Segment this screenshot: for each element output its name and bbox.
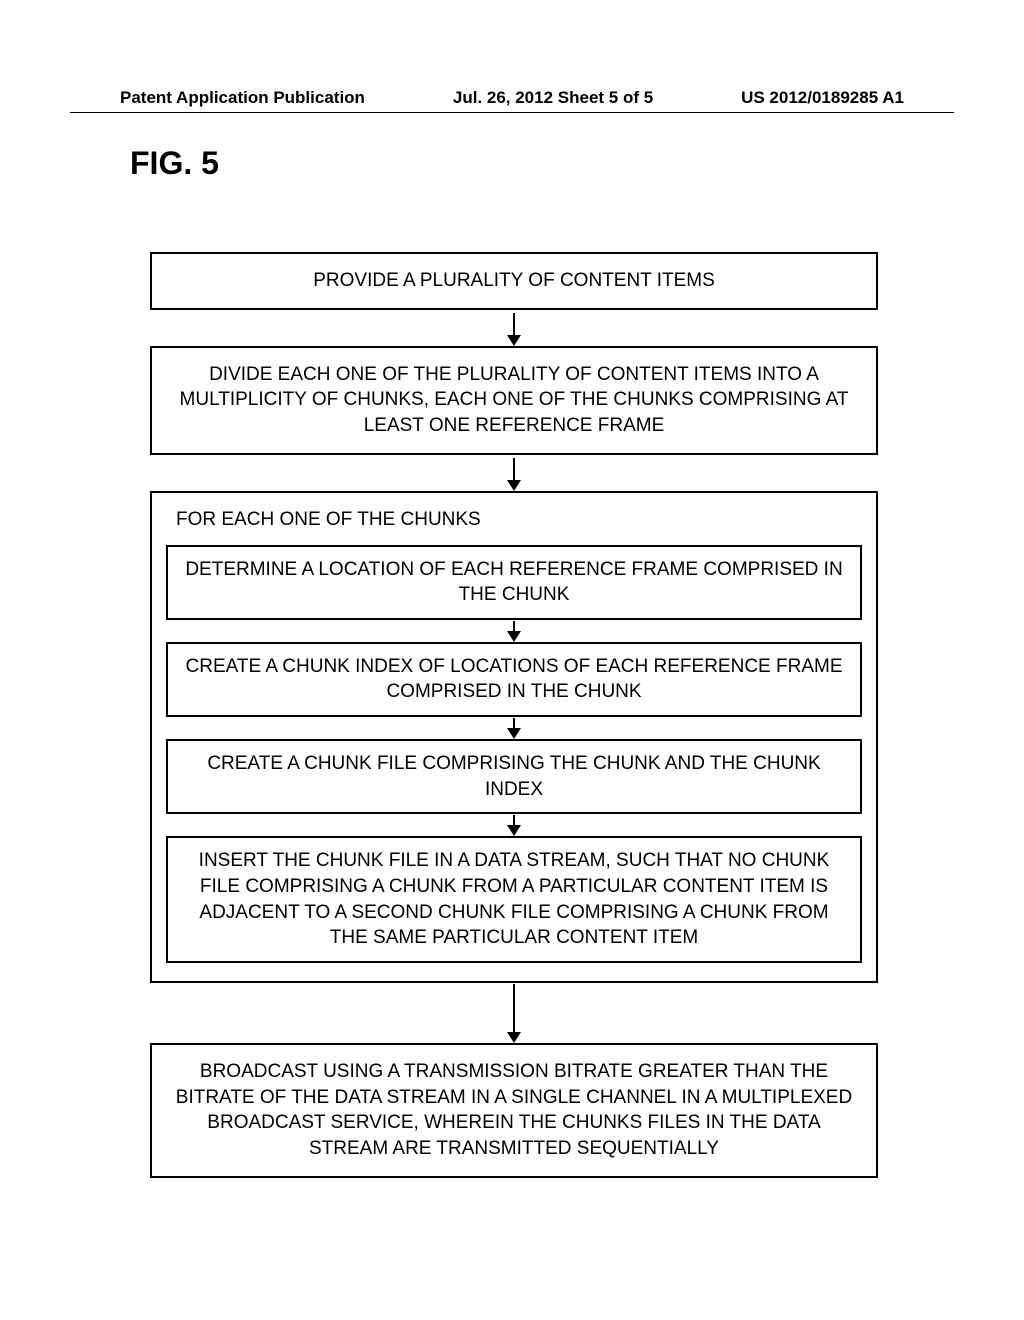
arrow-icon	[166, 620, 862, 642]
arrow-icon	[150, 310, 878, 346]
flowchart-step-2: DIVIDE EACH ONE OF THE PLURALITY OF CONT…	[150, 346, 878, 455]
arrow-icon	[150, 983, 878, 1043]
header-center-text: Jul. 26, 2012 Sheet 5 of 5	[453, 88, 653, 108]
page-header: Patent Application Publication Jul. 26, …	[0, 88, 1024, 108]
header-left-text: Patent Application Publication	[120, 88, 365, 108]
flowchart-loop-step-3: CREATE A CHUNK FILE COMPRISING THE CHUNK…	[166, 739, 862, 814]
figure-label: FIG. 5	[130, 145, 219, 182]
flowchart-step-1: PROVIDE A PLURALITY OF CONTENT ITEMS	[150, 252, 878, 310]
flowchart-loop-step-2: CREATE A CHUNK INDEX OF LOCATIONS OF EAC…	[166, 642, 862, 717]
flowchart-loop-step-4: INSERT THE CHUNK FILE IN A DATA STREAM, …	[166, 836, 862, 963]
flowchart-step-4: BROADCAST USING A TRANSMISSION BITRATE G…	[150, 1043, 878, 1178]
arrow-icon	[166, 814, 862, 836]
flowchart-loop-label: FOR EACH ONE OF THE CHUNKS	[166, 505, 862, 545]
arrow-icon	[150, 455, 878, 491]
flowchart-loop-step-1: DETERMINE A LOCATION OF EACH REFERENCE F…	[166, 545, 862, 620]
header-divider	[70, 112, 954, 113]
arrow-icon	[166, 717, 862, 739]
flowchart-diagram: PROVIDE A PLURALITY OF CONTENT ITEMS DIV…	[150, 252, 878, 1178]
flowchart-loop-container: FOR EACH ONE OF THE CHUNKS DETERMINE A L…	[150, 491, 878, 983]
header-right-text: US 2012/0189285 A1	[741, 88, 904, 108]
